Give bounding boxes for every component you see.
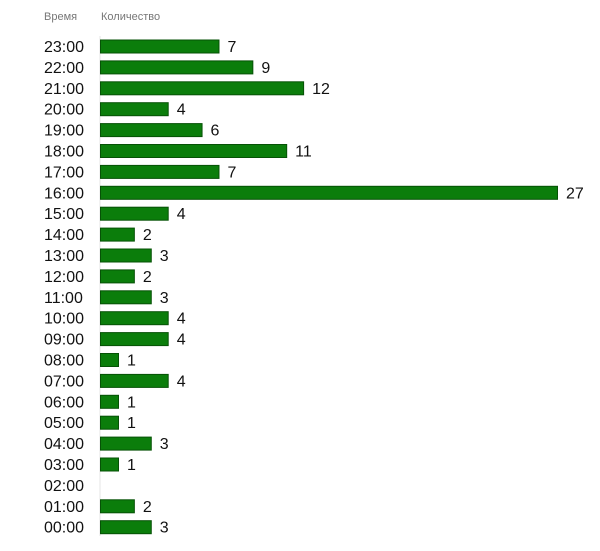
column-header-time: Время (44, 11, 78, 23)
category-label: 17:00 (44, 164, 84, 181)
bar (100, 102, 169, 117)
bar (100, 144, 288, 158)
bar (100, 269, 135, 284)
value-label: 27 (566, 185, 584, 202)
bar (100, 81, 305, 96)
value-label: 3 (160, 290, 169, 307)
value-label: 3 (160, 436, 169, 453)
value-label: 7 (227, 39, 236, 56)
value-label: 1 (127, 457, 136, 474)
value-label: 11 (295, 144, 312, 161)
value-label: 4 (177, 206, 186, 223)
bar (100, 227, 135, 242)
category-label: 22:00 (44, 60, 84, 77)
category-label: 15:00 (44, 206, 84, 223)
value-label: 1 (127, 394, 136, 411)
value-label: 1 (127, 415, 136, 432)
category-label: 08:00 (44, 353, 84, 370)
bar (100, 164, 220, 179)
category-label: 18:00 (44, 144, 84, 161)
value-label: 4 (177, 102, 186, 119)
category-label: 20:00 (44, 102, 84, 119)
value-label: 9 (261, 60, 270, 77)
category-label: 23:00 (44, 39, 84, 56)
bar (100, 520, 152, 535)
category-label: 05:00 (44, 415, 84, 432)
value-label: 1 (127, 353, 136, 370)
category-label: 16:00 (44, 185, 84, 202)
category-label: 11:00 (44, 290, 83, 307)
value-label: 4 (177, 311, 186, 328)
value-label: 2 (143, 227, 152, 244)
bar (100, 206, 169, 221)
column-header-count: Количество (101, 11, 161, 23)
category-label: 07:00 (44, 373, 84, 390)
bar (100, 457, 119, 472)
bar (100, 373, 169, 388)
value-label: 4 (177, 332, 186, 349)
category-label: 19:00 (44, 123, 84, 140)
value-label: 3 (160, 520, 169, 537)
value-label: 4 (177, 373, 186, 390)
category-label: 02:00 (44, 478, 84, 495)
bar (100, 394, 119, 409)
bar (100, 39, 220, 54)
category-label: 06:00 (44, 394, 84, 411)
value-label: 7 (227, 164, 236, 181)
value-label: 6 (211, 123, 220, 140)
value-label: 2 (143, 269, 152, 286)
category-label: 00:00 (44, 520, 84, 537)
bar (100, 415, 119, 430)
category-label: 09:00 (44, 332, 84, 349)
bar (100, 60, 254, 75)
bar (100, 332, 169, 347)
bar (100, 499, 135, 514)
category-label: 13:00 (44, 248, 84, 265)
bar (100, 290, 152, 305)
value-label: 3 (160, 248, 169, 265)
category-label: 12:00 (44, 269, 84, 286)
category-label: 10:00 (44, 311, 84, 328)
value-label: 12 (312, 81, 330, 98)
bar (100, 436, 152, 451)
category-label: 14:00 (44, 227, 84, 244)
value-label: 2 (143, 499, 152, 516)
bar (100, 311, 169, 326)
bar (100, 353, 119, 367)
category-label: 21:00 (44, 81, 84, 98)
bar (100, 248, 152, 263)
category-label: 03:00 (44, 457, 84, 474)
category-label: 04:00 (44, 436, 84, 453)
category-label: 01:00 (44, 499, 84, 516)
bar (100, 185, 558, 200)
bar (100, 123, 203, 138)
